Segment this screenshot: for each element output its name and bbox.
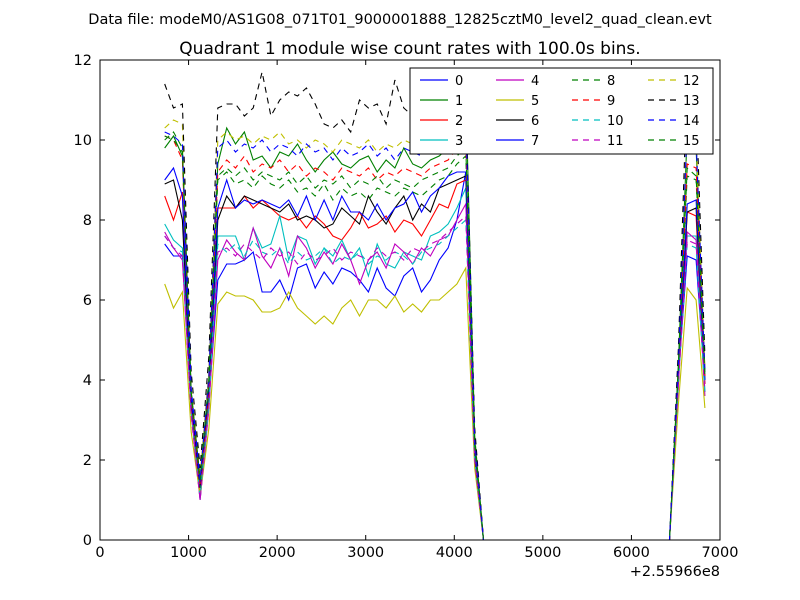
y-tick-label: 2: [83, 453, 92, 469]
series-line-6: [164, 175, 706, 540]
y-tick-label: 8: [83, 213, 92, 229]
legend-label-8: 8: [607, 74, 615, 89]
x-tick-label: 6000: [613, 545, 650, 561]
x-tick-label: 7000: [702, 545, 739, 561]
series-line-5: [164, 266, 706, 540]
series-line-12: [164, 114, 706, 540]
legend-label-3: 3: [455, 134, 463, 149]
legend-label-5: 5: [531, 94, 539, 109]
chart-title: Quadrant 1 module wise count rates with …: [179, 39, 640, 59]
legend-label-12: 12: [683, 74, 700, 89]
x-tick-label: 3000: [347, 545, 384, 561]
figure-suptitle: Data file: modeM0/AS1G08_071T01_90000018…: [88, 12, 712, 28]
y-tick-label: 0: [83, 533, 92, 549]
series-line-2: [164, 179, 706, 540]
series-line-14: [164, 118, 706, 540]
series-line-3: [164, 187, 706, 540]
series-line-8: [164, 131, 706, 540]
series-line-15: [164, 135, 706, 540]
legend-label-6: 6: [531, 114, 539, 129]
y-tick-label: 6: [83, 293, 92, 309]
series-line-10: [164, 218, 706, 540]
legend-label-9: 9: [607, 94, 615, 109]
legend-label-11: 11: [607, 134, 624, 149]
legend-label-10: 10: [607, 114, 624, 129]
series-line-11: [164, 214, 706, 540]
x-tick-label: 0: [95, 545, 104, 561]
series-line-9: [164, 135, 706, 540]
series-layer: [164, 71, 706, 540]
y-tick-label: 10: [74, 133, 92, 149]
legend-label-7: 7: [531, 134, 539, 149]
y-tick-label: 12: [74, 53, 92, 69]
x-offset-label: +2.55966e8: [630, 564, 720, 580]
x-tick-label: 1000: [170, 545, 207, 561]
series-line-4: [164, 202, 706, 540]
legend-label-2: 2: [455, 114, 463, 129]
x-tick-label: 5000: [524, 545, 561, 561]
y-tick-label: 4: [83, 373, 92, 389]
series-line-1: [164, 91, 706, 540]
legend-label-1: 1: [455, 94, 463, 109]
legend-label-15: 15: [683, 134, 700, 149]
legend-label-14: 14: [683, 114, 700, 129]
x-tick-label: 2000: [259, 545, 296, 561]
legend-label-0: 0: [455, 74, 463, 89]
x-tick-label: 4000: [436, 545, 473, 561]
series-line-0: [164, 171, 706, 540]
series-line-7: [164, 166, 706, 540]
legend-label-13: 13: [683, 94, 700, 109]
legend-label-4: 4: [531, 74, 539, 89]
